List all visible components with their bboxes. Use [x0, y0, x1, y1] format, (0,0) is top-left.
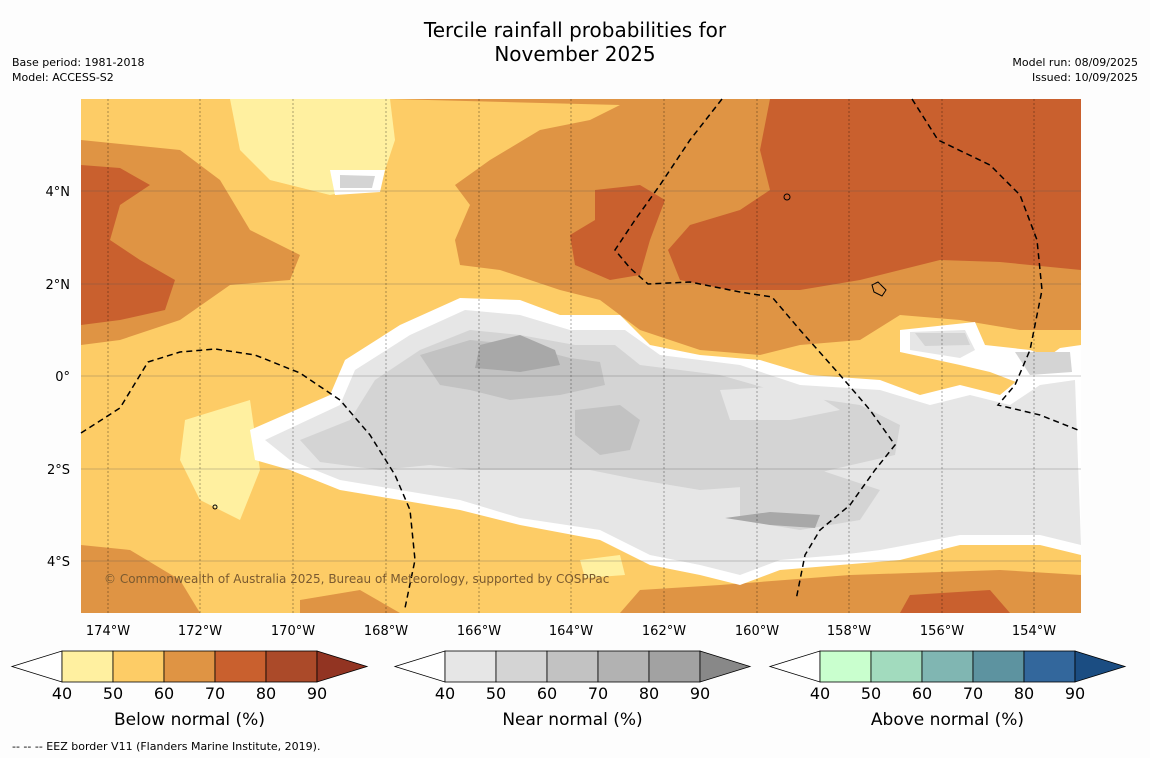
- colorbar-tick: 70: [588, 684, 608, 703]
- lat-tick-label: 4°S: [47, 555, 70, 570]
- colorbar-tick: 80: [1014, 684, 1034, 703]
- lon-tick-label: 166°W: [457, 624, 501, 639]
- colorbar-segment: [444, 650, 497, 683]
- below-normal-70-region-center: [570, 185, 665, 280]
- colorbars: 40 50 60 70 80 90 Below normal (%) 40 50 60 70 80 90…: [10, 650, 1127, 730]
- island-contour: [783, 193, 791, 201]
- below-normal-70-region-se: [900, 590, 1010, 613]
- eez-border: [80, 98, 1079, 609]
- base-period: Base period: 1981-2018: [12, 56, 145, 69]
- colorbar-tick: 50: [861, 684, 881, 703]
- lat-tick-label: 4°N: [46, 185, 71, 200]
- grid-lat-lines: [81, 190, 1081, 562]
- colorbar-label: Below normal (%): [114, 710, 265, 730]
- lon-tick-label: 170°W: [271, 624, 315, 639]
- colorbar-segment: [495, 650, 548, 683]
- colorbar-tick: 40: [52, 684, 72, 703]
- lon-tick-label: 162°W: [642, 624, 686, 639]
- colorbar-tick: 60: [154, 684, 174, 703]
- colorbar-tick: 90: [1065, 684, 1085, 703]
- colorbar-2: 40 50 60 70 80 90 Near normal (%): [393, 650, 752, 730]
- colorbar-over-arrow: [699, 650, 752, 683]
- lon-tick-label: 156°W: [920, 624, 964, 639]
- colorbar-segment: [163, 650, 216, 683]
- lat-tick-label: 0°: [55, 370, 70, 385]
- lon-tick-label: 164°W: [549, 624, 593, 639]
- lon-axis: 174°W 172°W 170°W 168°W 166°W 164°W 162°W 160°W…: [86, 624, 1056, 639]
- colorbar-over-arrow: [316, 650, 369, 683]
- colorbar-label: Above normal (%): [871, 710, 1024, 730]
- below-normal-60-region-sw: [81, 545, 200, 613]
- eez-footer-note: -- -- -- EEZ border V11 (Flanders Marine…: [12, 740, 321, 753]
- colorbar-tick: 70: [963, 684, 983, 703]
- near-normal-60-region-2: [575, 405, 640, 455]
- grid-lines: [107, 99, 1035, 613]
- issued-date: Issued: 10/09/2025: [1031, 71, 1138, 84]
- colorbar-segment: [214, 650, 267, 683]
- near-normal-50-region-east: [1015, 352, 1072, 375]
- colorbar-segment: [648, 650, 701, 683]
- copyright-notice: © Commonwealth of Australia 2025, Bureau…: [104, 572, 609, 586]
- colorbar-tick: 40: [435, 684, 455, 703]
- below-normal-70-region-west: [81, 165, 175, 325]
- colorbar-tick: 50: [103, 684, 123, 703]
- meta-right: Model run: 08/09/2025 Issued: 10/09/2025: [1012, 55, 1138, 85]
- near-normal-40-inner: [720, 385, 840, 420]
- lon-tick-label: 174°W: [86, 624, 130, 639]
- colorbar-segment: [61, 650, 114, 683]
- near-normal-50-region-north: [340, 175, 375, 188]
- lat-tick-label: 2°S: [47, 463, 70, 478]
- below-normal-40-region-2: [180, 400, 260, 520]
- colorbar-tick: 50: [486, 684, 506, 703]
- colorbar-segment: [546, 650, 599, 683]
- island-contour-3: [212, 504, 218, 510]
- title-line-2: November 2025: [494, 42, 656, 66]
- lon-tick-label: 168°W: [364, 624, 408, 639]
- colorbar-under-arrow: [10, 650, 63, 683]
- colorbar-tick: 80: [256, 684, 276, 703]
- title-line-1: Tercile rainfall probabilities for: [423, 18, 727, 42]
- colorbar-segment: [597, 650, 650, 683]
- colorbar-tick: 40: [810, 684, 830, 703]
- colorbar-under-arrow: [393, 650, 446, 683]
- near-normal-70-region: [475, 335, 560, 372]
- lon-tick-label: 160°W: [735, 624, 779, 639]
- colorbar-tick: 90: [690, 684, 710, 703]
- colorbar-tick: 70: [205, 684, 225, 703]
- model-name: Model: ACCESS-S2: [12, 71, 114, 84]
- colorbar-segment: [1023, 650, 1076, 683]
- colorbar-label: Near normal (%): [502, 710, 642, 730]
- colorbar-tick: 80: [639, 684, 659, 703]
- colorbar-segment: [870, 650, 923, 683]
- colorbar-tick: 60: [912, 684, 932, 703]
- near-normal-70-region-2: [725, 512, 820, 528]
- colorbar-segment: [265, 650, 318, 683]
- lon-tick-label: 154°W: [1012, 624, 1056, 639]
- lon-tick-label: 158°W: [827, 624, 871, 639]
- colorbar-segment: [112, 650, 165, 683]
- colorbar-segment: [819, 650, 872, 683]
- colorbar-under-arrow: [768, 650, 821, 683]
- colorbar-segment: [921, 650, 974, 683]
- island-contour-2: [871, 281, 887, 297]
- colorbar-3: 40 50 60 70 80 90 Above normal (%): [768, 650, 1127, 730]
- lon-tick-label: 172°W: [178, 624, 222, 639]
- below-normal-60-region-s: [300, 590, 400, 613]
- near-normal-50-region-east-2: [915, 333, 970, 346]
- meta-left: Base period: 1981-2018 Model: ACCESS-S2: [12, 55, 144, 85]
- colorbar-segment: [972, 650, 1025, 683]
- colorbar-over-arrow: [1074, 650, 1127, 683]
- lat-axis: 4°N 2°N 0° 2°S 4°S: [46, 185, 71, 570]
- model-run: Model run: 08/09/2025: [1012, 56, 1138, 69]
- lat-tick-label: 2°N: [46, 278, 71, 293]
- colorbar-tick: 90: [307, 684, 327, 703]
- below-normal-70-region-east: [668, 99, 1081, 290]
- map-field: [81, 99, 1081, 613]
- colorbar-tick: 60: [537, 684, 557, 703]
- colorbar-1: 40 50 60 70 80 90 Below normal (%): [10, 650, 369, 730]
- map-title: Tercile rainfall probabilities for Novem…: [0, 18, 1150, 66]
